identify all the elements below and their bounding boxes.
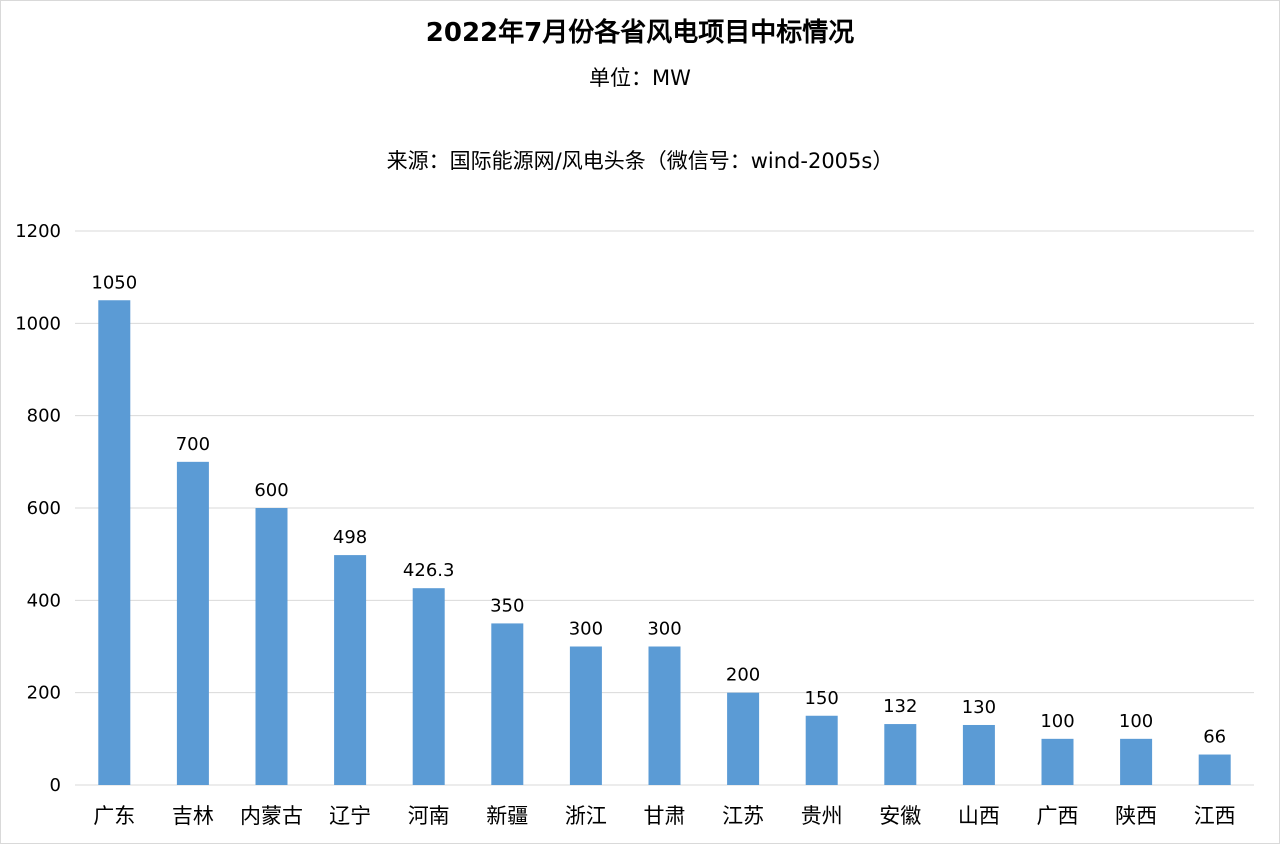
bar: [176, 461, 209, 785]
x-category-label: 浙江: [565, 804, 607, 828]
data-label: 1050: [91, 272, 137, 293]
bar: [962, 724, 995, 785]
bar: [98, 300, 131, 785]
y-tick-label: 1000: [15, 313, 61, 334]
x-category-label: 安徽: [879, 804, 921, 828]
bar: [648, 646, 681, 785]
y-tick-label: 600: [27, 498, 61, 519]
bar: [1041, 738, 1074, 785]
x-category-label: 贵州: [801, 804, 843, 828]
x-category-label: 江西: [1194, 804, 1236, 828]
x-category-label: 河南: [408, 804, 450, 828]
bar: [805, 715, 838, 785]
data-label: 350: [490, 595, 524, 616]
chart-title: 2022年7月份各省风电项目中标情况: [425, 18, 855, 48]
bar: [255, 508, 288, 785]
x-category-label: 新疆: [486, 804, 528, 828]
x-category-label: 陕西: [1115, 804, 1157, 828]
chart-source-subtitle: 来源：国际能源网/风电头条（微信号：wind-2005s）: [386, 149, 894, 173]
data-label: 498: [333, 527, 367, 548]
bar: [412, 588, 445, 785]
x-category-label: 广东: [93, 804, 135, 828]
data-label: 300: [647, 619, 681, 640]
x-category-label: 甘肃: [644, 804, 686, 828]
chart-unit-subtitle: 单位：MW: [589, 66, 691, 90]
data-label: 132: [883, 696, 917, 717]
data-label: 100: [1119, 711, 1153, 732]
bar: [1120, 738, 1153, 785]
data-label: 426.3: [403, 560, 455, 581]
data-label: 200: [726, 665, 760, 686]
bar: [1198, 754, 1231, 785]
data-label: 150: [805, 688, 839, 709]
x-category-label: 吉林: [172, 804, 214, 828]
bar: [334, 555, 367, 785]
x-category-label: 山西: [958, 804, 1000, 828]
data-label: 600: [254, 480, 288, 501]
x-category-label: 广西: [1037, 804, 1079, 828]
y-tick-label: 400: [27, 590, 61, 611]
bar: [491, 623, 524, 785]
y-tick-label: 1200: [15, 221, 61, 242]
y-tick-label: 0: [50, 775, 61, 796]
x-category-label: 内蒙古: [240, 804, 303, 828]
y-tick-label: 800: [27, 406, 61, 427]
data-label: 100: [1040, 711, 1074, 732]
x-category-label: 江苏: [722, 804, 764, 828]
data-label: 130: [962, 697, 996, 718]
data-label: 66: [1203, 727, 1226, 748]
data-label: 300: [569, 619, 603, 640]
bar: [727, 692, 760, 785]
bar: [884, 724, 917, 785]
bar: [569, 646, 602, 785]
data-label: 700: [176, 434, 210, 455]
x-category-label: 辽宁: [329, 804, 371, 828]
y-tick-label: 200: [27, 683, 61, 704]
